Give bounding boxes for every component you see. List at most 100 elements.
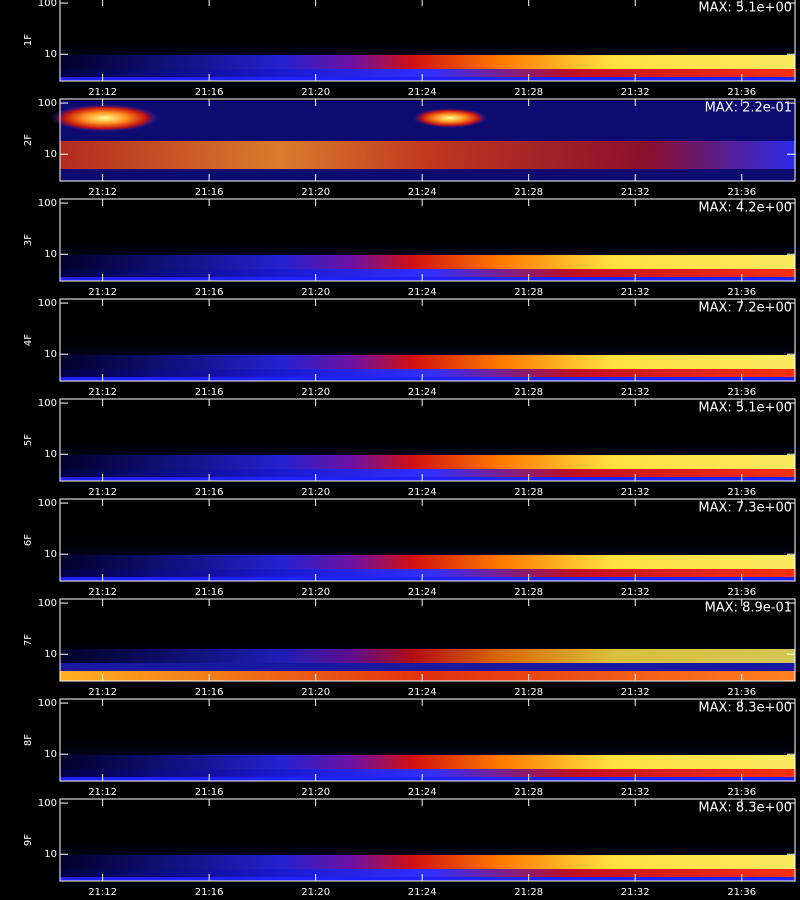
y-tick-label: 10 xyxy=(44,249,57,260)
panel: 10 100 21:12 21:16 21:20 21:24 21:28 21:32 21:36… xyxy=(23,598,796,698)
panel: 10 100 21:12 21:16 21:20 21:24 21:28 21:32 21:36… xyxy=(23,298,796,398)
x-tick-label: 21:32 xyxy=(621,687,650,698)
x-tick-label: 21:24 xyxy=(408,287,437,298)
spectrogram-band xyxy=(60,663,795,671)
x-tick-label: 21:32 xyxy=(621,187,650,198)
y-tick-label: 10 xyxy=(44,549,57,560)
x-tick-label: 21:24 xyxy=(408,687,437,698)
spectrogram-band xyxy=(60,269,795,277)
y-tick-label: 100 xyxy=(38,98,57,109)
x-tick-label: 21:32 xyxy=(621,387,650,398)
panel: 10 100 21:12 21:16 21:20 21:24 21:28 21:32 21:36… xyxy=(23,798,796,898)
x-tick-label: 21:24 xyxy=(408,187,437,198)
y-axis-label: 8F xyxy=(23,734,34,746)
x-tick-label: 21:36 xyxy=(727,787,756,798)
spectrogram-band xyxy=(60,255,795,269)
x-tick-label: 21:20 xyxy=(301,487,330,498)
max-annotation: MAX: 5.1e+00 xyxy=(698,1,792,16)
max-annotation: MAX: 2.2e-01 xyxy=(705,101,792,116)
x-tick-label: 21:20 xyxy=(301,87,330,98)
spectrogram-band xyxy=(60,455,795,469)
spectrogram-band xyxy=(60,869,795,877)
x-tick-label: 21:32 xyxy=(621,887,650,898)
x-tick-label: 21:28 xyxy=(514,587,543,598)
spectrogram-band xyxy=(60,755,795,769)
x-tick-label: 21:20 xyxy=(301,287,330,298)
y-tick-label: 100 xyxy=(38,198,57,209)
x-tick-label: 21:36 xyxy=(727,487,756,498)
y-tick-label: 100 xyxy=(38,498,57,509)
spectrogram-band xyxy=(60,377,795,381)
y-tick-label: 100 xyxy=(38,598,57,609)
y-tick-label: 10 xyxy=(44,349,57,360)
spectrogram-band xyxy=(60,355,795,369)
panel: 10 100 21:12 21:16 21:20 21:24 21:28 21:32 21:36… xyxy=(23,698,796,798)
y-axis-label: 9F xyxy=(23,834,34,846)
x-tick-label: 21:20 xyxy=(301,687,330,698)
spectrogram-band xyxy=(60,877,795,881)
max-annotation: MAX: 7.3e+00 xyxy=(698,501,792,516)
spectrogram-band xyxy=(60,477,795,481)
x-tick-label: 21:24 xyxy=(408,387,437,398)
y-axis-label: 6F xyxy=(23,534,34,546)
spectrogram-band xyxy=(60,141,795,169)
panel: 10 100 21:12 21:16 21:20 21:24 21:28 21:32 21:36… xyxy=(23,398,796,498)
x-tick-label: 21:12 xyxy=(88,187,117,198)
spectrogram-band xyxy=(60,277,795,281)
spectrogram-band xyxy=(60,555,795,569)
y-tick-label: 100 xyxy=(38,698,57,709)
x-tick-label: 21:12 xyxy=(88,587,117,598)
x-tick-label: 21:20 xyxy=(301,587,330,598)
plot-frame xyxy=(59,698,796,782)
x-tick-label: 21:20 xyxy=(301,887,330,898)
max-annotation: MAX: 8.3e+00 xyxy=(698,801,792,816)
plot-frame xyxy=(59,398,796,482)
y-tick-label: 10 xyxy=(44,849,57,860)
x-tick-label: 21:36 xyxy=(727,187,756,198)
max-annotation: MAX: 8.9e-01 xyxy=(705,601,792,616)
panel: 10 100 21:12 21:16 21:20 21:24 21:28 21:32 21:36… xyxy=(23,198,796,298)
y-tick-label: 10 xyxy=(44,749,57,760)
spectrogram-band xyxy=(60,769,795,777)
spectrogram-band xyxy=(60,469,795,477)
x-tick-label: 21:32 xyxy=(621,487,650,498)
x-tick-label: 21:32 xyxy=(621,587,650,598)
y-axis-label: 1F xyxy=(23,34,34,46)
x-tick-label: 21:28 xyxy=(514,387,543,398)
spectrogram-band xyxy=(60,77,795,81)
x-tick-label: 21:16 xyxy=(195,587,224,598)
panel: 10 100 21:12 21:16 21:20 21:24 21:28 21:32 21:36… xyxy=(23,498,796,598)
x-tick-label: 21:16 xyxy=(195,787,224,798)
x-tick-label: 21:16 xyxy=(195,487,224,498)
x-tick-label: 21:28 xyxy=(514,187,543,198)
x-tick-label: 21:20 xyxy=(301,187,330,198)
plot-frame xyxy=(59,98,796,182)
x-tick-label: 21:28 xyxy=(514,887,543,898)
x-tick-label: 21:24 xyxy=(408,787,437,798)
spectrogram-band xyxy=(60,569,795,577)
y-tick-label: 10 xyxy=(44,449,57,460)
y-tick-label: 100 xyxy=(38,398,57,409)
x-tick-label: 21:16 xyxy=(195,887,224,898)
x-tick-label: 21:12 xyxy=(88,887,117,898)
x-tick-label: 21:12 xyxy=(88,487,117,498)
spectrogram-band xyxy=(60,577,795,581)
x-tick-label: 21:28 xyxy=(514,287,543,298)
x-tick-label: 21:16 xyxy=(195,187,224,198)
x-tick-label: 21:36 xyxy=(727,687,756,698)
x-tick-label: 21:28 xyxy=(514,787,543,798)
plot-frame xyxy=(59,298,796,382)
x-tick-label: 21:12 xyxy=(88,687,117,698)
spectrogram-blob xyxy=(50,104,160,132)
x-tick-label: 21:28 xyxy=(514,487,543,498)
y-axis-label: 3F xyxy=(23,234,34,246)
spectrogram-band xyxy=(60,69,795,77)
x-tick-label: 21:20 xyxy=(301,787,330,798)
x-tick-label: 21:24 xyxy=(408,887,437,898)
x-tick-label: 21:32 xyxy=(621,87,650,98)
y-tick-label: 10 xyxy=(44,649,57,660)
spectrogram-band xyxy=(60,649,795,663)
x-tick-label: 21:16 xyxy=(195,387,224,398)
x-tick-label: 21:28 xyxy=(514,687,543,698)
x-tick-label: 21:32 xyxy=(621,287,650,298)
